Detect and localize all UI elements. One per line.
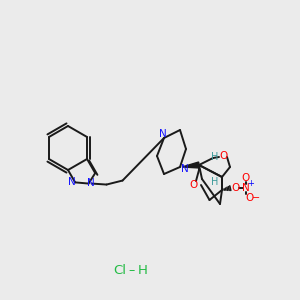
Text: −: − — [252, 193, 260, 203]
Text: +: + — [248, 178, 254, 188]
Text: N: N — [87, 178, 94, 188]
Text: N: N — [68, 177, 76, 188]
Text: O: O — [245, 193, 253, 203]
Polygon shape — [182, 162, 200, 168]
Text: N: N — [181, 164, 189, 174]
Text: Cl: Cl — [113, 263, 127, 277]
Text: H: H — [138, 263, 148, 277]
Text: O: O — [242, 173, 250, 183]
Text: N: N — [159, 129, 167, 139]
Text: H: H — [211, 152, 219, 162]
Text: O: O — [189, 180, 197, 190]
Text: O: O — [231, 183, 239, 193]
Text: N: N — [242, 183, 250, 193]
Text: H: H — [211, 177, 219, 187]
Text: –: – — [125, 263, 139, 277]
Text: O: O — [219, 151, 227, 161]
